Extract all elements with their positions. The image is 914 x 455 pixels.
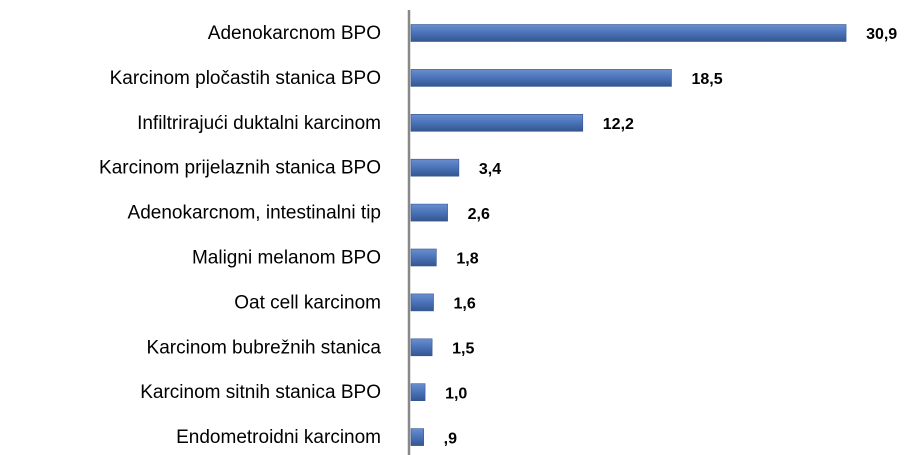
category-label: Adenokarcnom, intestinalni tip bbox=[128, 203, 381, 224]
bar bbox=[410, 338, 433, 357]
value-label: 18,5 bbox=[691, 71, 722, 88]
value-label: 2,6 bbox=[468, 206, 490, 223]
bar bbox=[410, 248, 437, 267]
bar bbox=[410, 428, 424, 446]
category-label: Infiltrirajući duktalni karcinom bbox=[137, 113, 381, 134]
bar bbox=[410, 383, 426, 402]
value-label: ,9 bbox=[444, 430, 457, 447]
value-label: 3,4 bbox=[479, 161, 501, 178]
bar bbox=[410, 158, 460, 177]
category-label: Oat cell karcinom bbox=[234, 292, 381, 313]
bar bbox=[410, 69, 672, 87]
value-label: 12,2 bbox=[603, 116, 634, 133]
value-label: 1,5 bbox=[452, 341, 474, 358]
bar bbox=[410, 203, 448, 222]
category-label: Endometroidni karcinom bbox=[176, 427, 381, 448]
value-label: 1,6 bbox=[454, 296, 476, 313]
category-label: Karcinom pločastih stanica BPO bbox=[110, 68, 381, 89]
value-label: 1,0 bbox=[445, 385, 467, 402]
bar bbox=[410, 293, 434, 312]
category-label: Karcinom prijelaznih stanica BPO bbox=[99, 158, 381, 179]
value-label: 1,8 bbox=[456, 251, 478, 268]
category-label: Karcinom sitnih stanica BPO bbox=[140, 382, 381, 403]
bar bbox=[410, 114, 584, 132]
value-label: 30,9 bbox=[866, 26, 897, 43]
category-label: Adenokarcnom BPO bbox=[208, 23, 381, 44]
category-label: Maligni melanom BPO bbox=[192, 248, 381, 269]
category-label: Karcinom bubrežnih stanica bbox=[147, 337, 382, 358]
bar bbox=[410, 24, 847, 42]
